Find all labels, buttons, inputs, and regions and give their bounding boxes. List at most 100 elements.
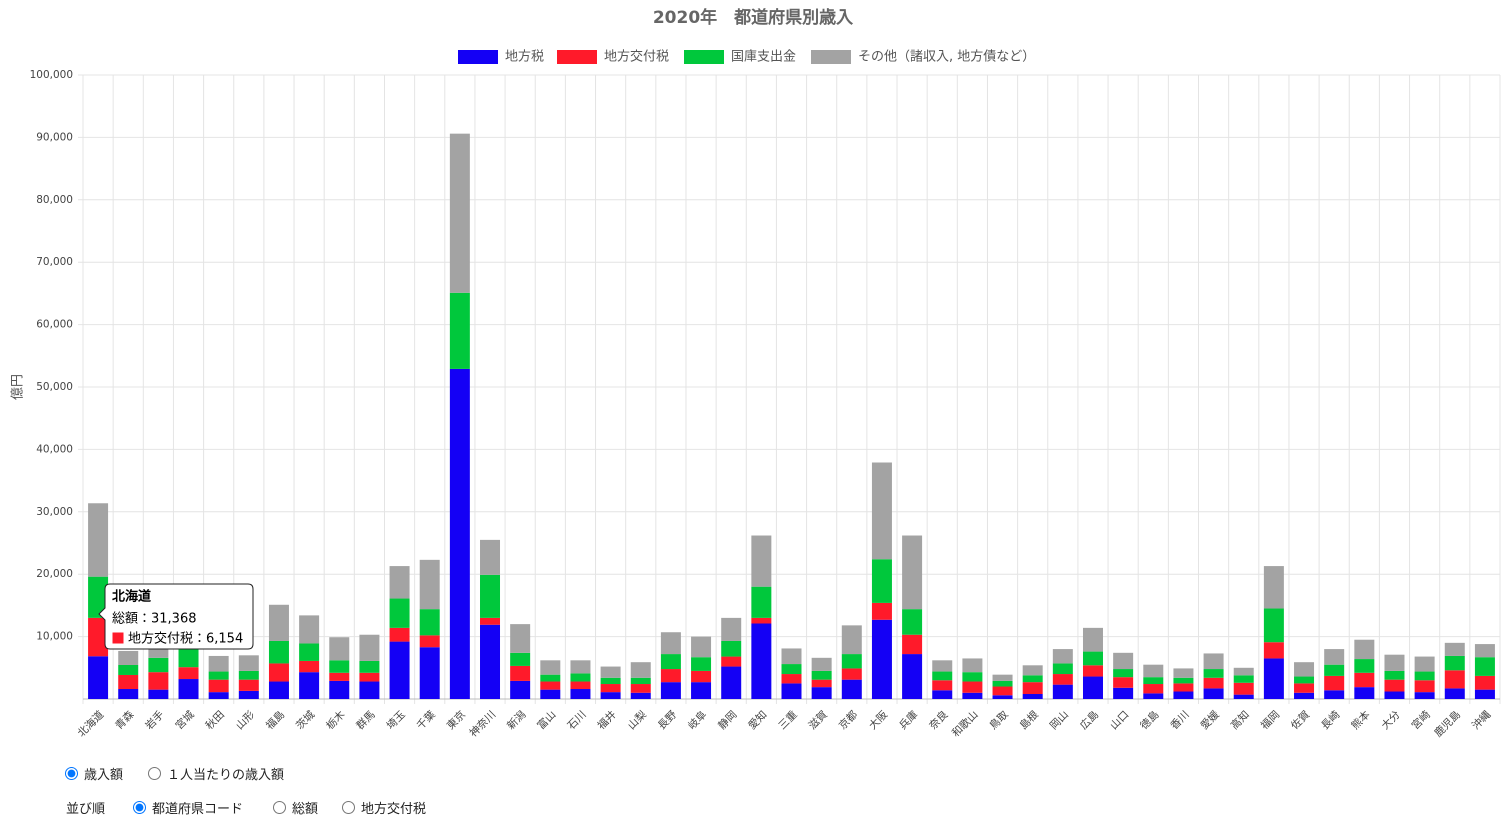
bar-segment <box>1052 684 1073 699</box>
sort-label: 並び順 <box>66 798 105 817</box>
bar-segment <box>1082 627 1103 652</box>
bar-segment <box>1113 652 1134 670</box>
bar-segment <box>1263 642 1284 659</box>
bar-segment <box>721 666 742 699</box>
bar-segment <box>781 674 802 684</box>
bar-segment <box>721 656 742 667</box>
chart-title: 2020年 都道府県別歳入 <box>653 7 853 28</box>
bar-segment <box>630 684 651 693</box>
bar-segment <box>1082 676 1103 699</box>
bar-segment <box>1474 689 1495 699</box>
bar-segment <box>1294 662 1315 677</box>
bar-segment <box>660 669 681 683</box>
bar-segment <box>118 689 139 699</box>
bar-segment <box>208 655 229 672</box>
tooltip-swatch <box>111 631 125 645</box>
radio[interactable] <box>65 767 78 780</box>
x-tick-label: 栃木 <box>323 708 347 732</box>
bar-segment <box>299 643 320 661</box>
bar-segment <box>1113 677 1134 688</box>
x-tick-label: 広島 <box>1077 708 1101 732</box>
radio-sort-grant[interactable]: 地方交付税 <box>342 798 426 817</box>
bar-segment <box>811 679 832 688</box>
bar-segment <box>600 684 621 693</box>
x-tick-label: 三重 <box>776 708 800 732</box>
bar-segment <box>1384 654 1405 671</box>
bar-segment <box>1444 642 1465 656</box>
bar-segment <box>841 654 862 669</box>
bar-segment <box>238 655 259 671</box>
bar-segment <box>1354 672 1375 688</box>
radio-mode-per-capita[interactable]: １人当たりの歳入額 <box>148 764 284 783</box>
radio[interactable] <box>148 767 161 780</box>
x-tick-label: 岩手 <box>143 708 167 732</box>
bar-segment <box>1113 669 1134 678</box>
bar-segment <box>570 673 591 682</box>
bar-segment <box>329 680 350 699</box>
bar-segment <box>871 619 892 699</box>
bar-segment <box>630 692 651 699</box>
x-tick-label: 岐阜 <box>685 708 709 732</box>
x-tick-label: 静岡 <box>715 708 739 732</box>
bar-segment <box>1082 665 1103 677</box>
bar-segment <box>1143 693 1164 699</box>
bar-segment <box>1203 669 1224 678</box>
bar-segment <box>540 681 561 690</box>
bar-segment <box>962 672 983 682</box>
x-tick-label: 群馬 <box>354 708 378 732</box>
radio[interactable] <box>273 801 286 814</box>
legend-swatch <box>811 50 851 64</box>
bar-segment <box>660 654 681 670</box>
y-tick-label: 70,000 <box>36 256 73 268</box>
tooltip-title: 北海道 <box>112 589 151 605</box>
x-tick-label: 高知 <box>1228 708 1252 732</box>
bar-segment <box>88 576 109 618</box>
tooltip-line: 総額：31,368 <box>112 612 197 627</box>
bar-segment <box>510 665 531 681</box>
bar-segment <box>299 672 320 699</box>
x-tick-label: 福岡 <box>1258 708 1282 732</box>
x-tick-label: 長崎 <box>1318 708 1342 732</box>
bar-segment <box>751 617 772 624</box>
bar-segment <box>88 617 109 657</box>
bar-segment <box>1022 675 1043 683</box>
bar-segment <box>208 692 229 699</box>
x-tick-label: 和歌山 <box>950 709 981 740</box>
bar-segment <box>902 609 923 635</box>
x-tick-label: 兵庫 <box>896 708 920 732</box>
x-tick-label: 愛知 <box>746 708 770 732</box>
radio[interactable] <box>133 801 146 814</box>
radio-sort-code[interactable]: 都道府県コード <box>133 798 243 817</box>
bar-segment <box>148 672 169 690</box>
legend-label: その他（諸収入, 地方債など） <box>858 49 1035 65</box>
bar-segment <box>1384 691 1405 699</box>
bar-segment <box>480 624 501 699</box>
radio-sort-total[interactable]: 総額 <box>273 798 318 817</box>
bar-segment <box>1173 691 1194 699</box>
bar-segment <box>600 677 621 685</box>
x-tick-label: 長野 <box>656 708 680 732</box>
bar-segment <box>540 689 561 699</box>
radio[interactable] <box>342 801 355 814</box>
radio-mode-total[interactable]: 歳入額 <box>65 764 123 783</box>
bar-segment <box>238 690 259 699</box>
bar-segment <box>449 133 470 293</box>
tooltip-line: 地方交付税：6,154 <box>128 631 243 647</box>
x-tick-label: 鳥取 <box>987 708 1011 732</box>
bar-segment <box>902 634 923 655</box>
bar-segment <box>118 664 139 675</box>
bar-segment <box>691 682 712 699</box>
bar-segment <box>871 602 892 620</box>
tooltip-box <box>98 583 254 650</box>
bar-segment <box>600 692 621 699</box>
bar-segment <box>510 652 531 666</box>
bar-segment <box>570 660 591 674</box>
bar-segment <box>1444 688 1465 699</box>
bar-segment <box>570 689 591 699</box>
bar-segment <box>600 666 621 678</box>
x-tick-label: 熊本 <box>1349 708 1373 732</box>
bar-segment <box>1143 664 1164 678</box>
bar-segment <box>691 657 712 671</box>
bar-segment <box>781 648 802 665</box>
y-tick-label: 30,000 <box>36 506 73 518</box>
